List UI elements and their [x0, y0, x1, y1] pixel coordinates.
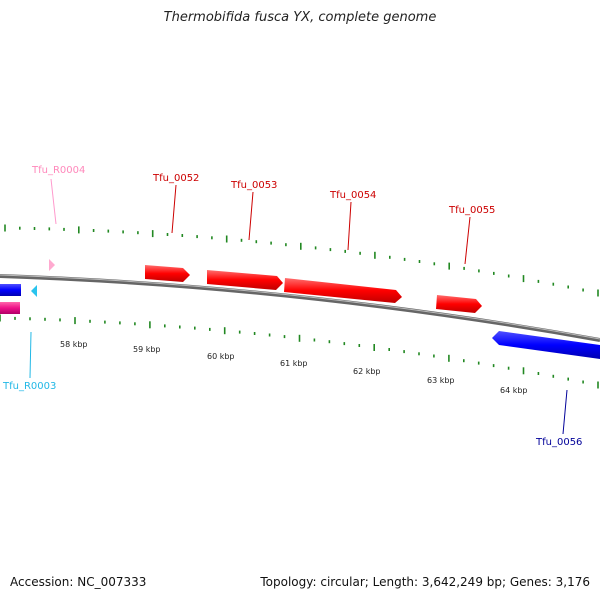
kbp-label: 61 kbp	[280, 359, 308, 368]
leader-tfu-0054	[347, 201, 352, 251]
outer-tick-track	[4, 224, 599, 297]
genome-backbone	[0, 274, 600, 342]
partial-forward-gene[interactable]	[0, 302, 20, 314]
leader-tfu-r0004	[50, 178, 57, 225]
partial-reverse-gene[interactable]	[0, 284, 21, 296]
gene-arrow-tfu-0056[interactable]	[492, 331, 600, 359]
map-title: Thermobifida fusca YX, complete genome	[163, 10, 437, 25]
label-tfu-0054[interactable]: Tfu_0054	[329, 190, 376, 201]
gene-arrow-tfu-0055[interactable]	[436, 295, 482, 313]
leader-tfu-0055	[464, 216, 471, 265]
inner-tick-track	[0, 314, 599, 389]
kbp-label: 58 kbp	[60, 340, 88, 349]
label-tfu-r0003[interactable]: Tfu_R0003	[2, 381, 56, 392]
kbp-label: 62 kbp	[353, 367, 381, 376]
label-tfu-0056[interactable]: Tfu_0056	[535, 437, 582, 448]
leader-tfu-0052	[171, 184, 177, 234]
label-tfu-r0004[interactable]: Tfu_R0004	[31, 165, 85, 176]
label-tfu-0053[interactable]: Tfu_0053	[230, 180, 277, 191]
label-tfu-0052[interactable]: Tfu_0052	[152, 173, 199, 184]
gene-arrow-tfu-0054[interactable]	[284, 278, 402, 303]
gene-arrow-tfu-0053[interactable]	[207, 270, 283, 290]
topology-text: Topology: circular; Length: 3,642,249 bp…	[260, 575, 590, 589]
rna-marker-tfu-r0003[interactable]	[31, 285, 37, 297]
kbp-label: 60 kbp	[207, 352, 235, 361]
gene-arrow-tfu-0052[interactable]	[145, 265, 190, 282]
leader-tfu-0053	[248, 191, 254, 241]
kbp-label: 64 kbp	[500, 386, 528, 395]
leader-tfu-0056	[562, 389, 568, 435]
leader-tfu-r0003	[29, 331, 32, 379]
accession-text: Accession: NC_007333	[10, 575, 147, 589]
rna-marker-tfu-r0004[interactable]	[49, 259, 55, 271]
label-tfu-0055[interactable]: Tfu_0055	[448, 205, 495, 216]
kbp-label: 63 kbp	[427, 376, 455, 385]
kbp-label: 59 kbp	[133, 345, 161, 354]
